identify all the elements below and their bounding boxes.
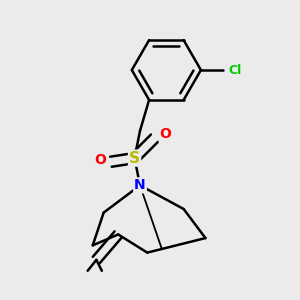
Text: S: S — [129, 151, 140, 166]
Text: O: O — [160, 128, 171, 142]
Text: Cl: Cl — [229, 64, 242, 76]
Text: N: N — [134, 178, 146, 192]
Text: O: O — [94, 153, 106, 167]
